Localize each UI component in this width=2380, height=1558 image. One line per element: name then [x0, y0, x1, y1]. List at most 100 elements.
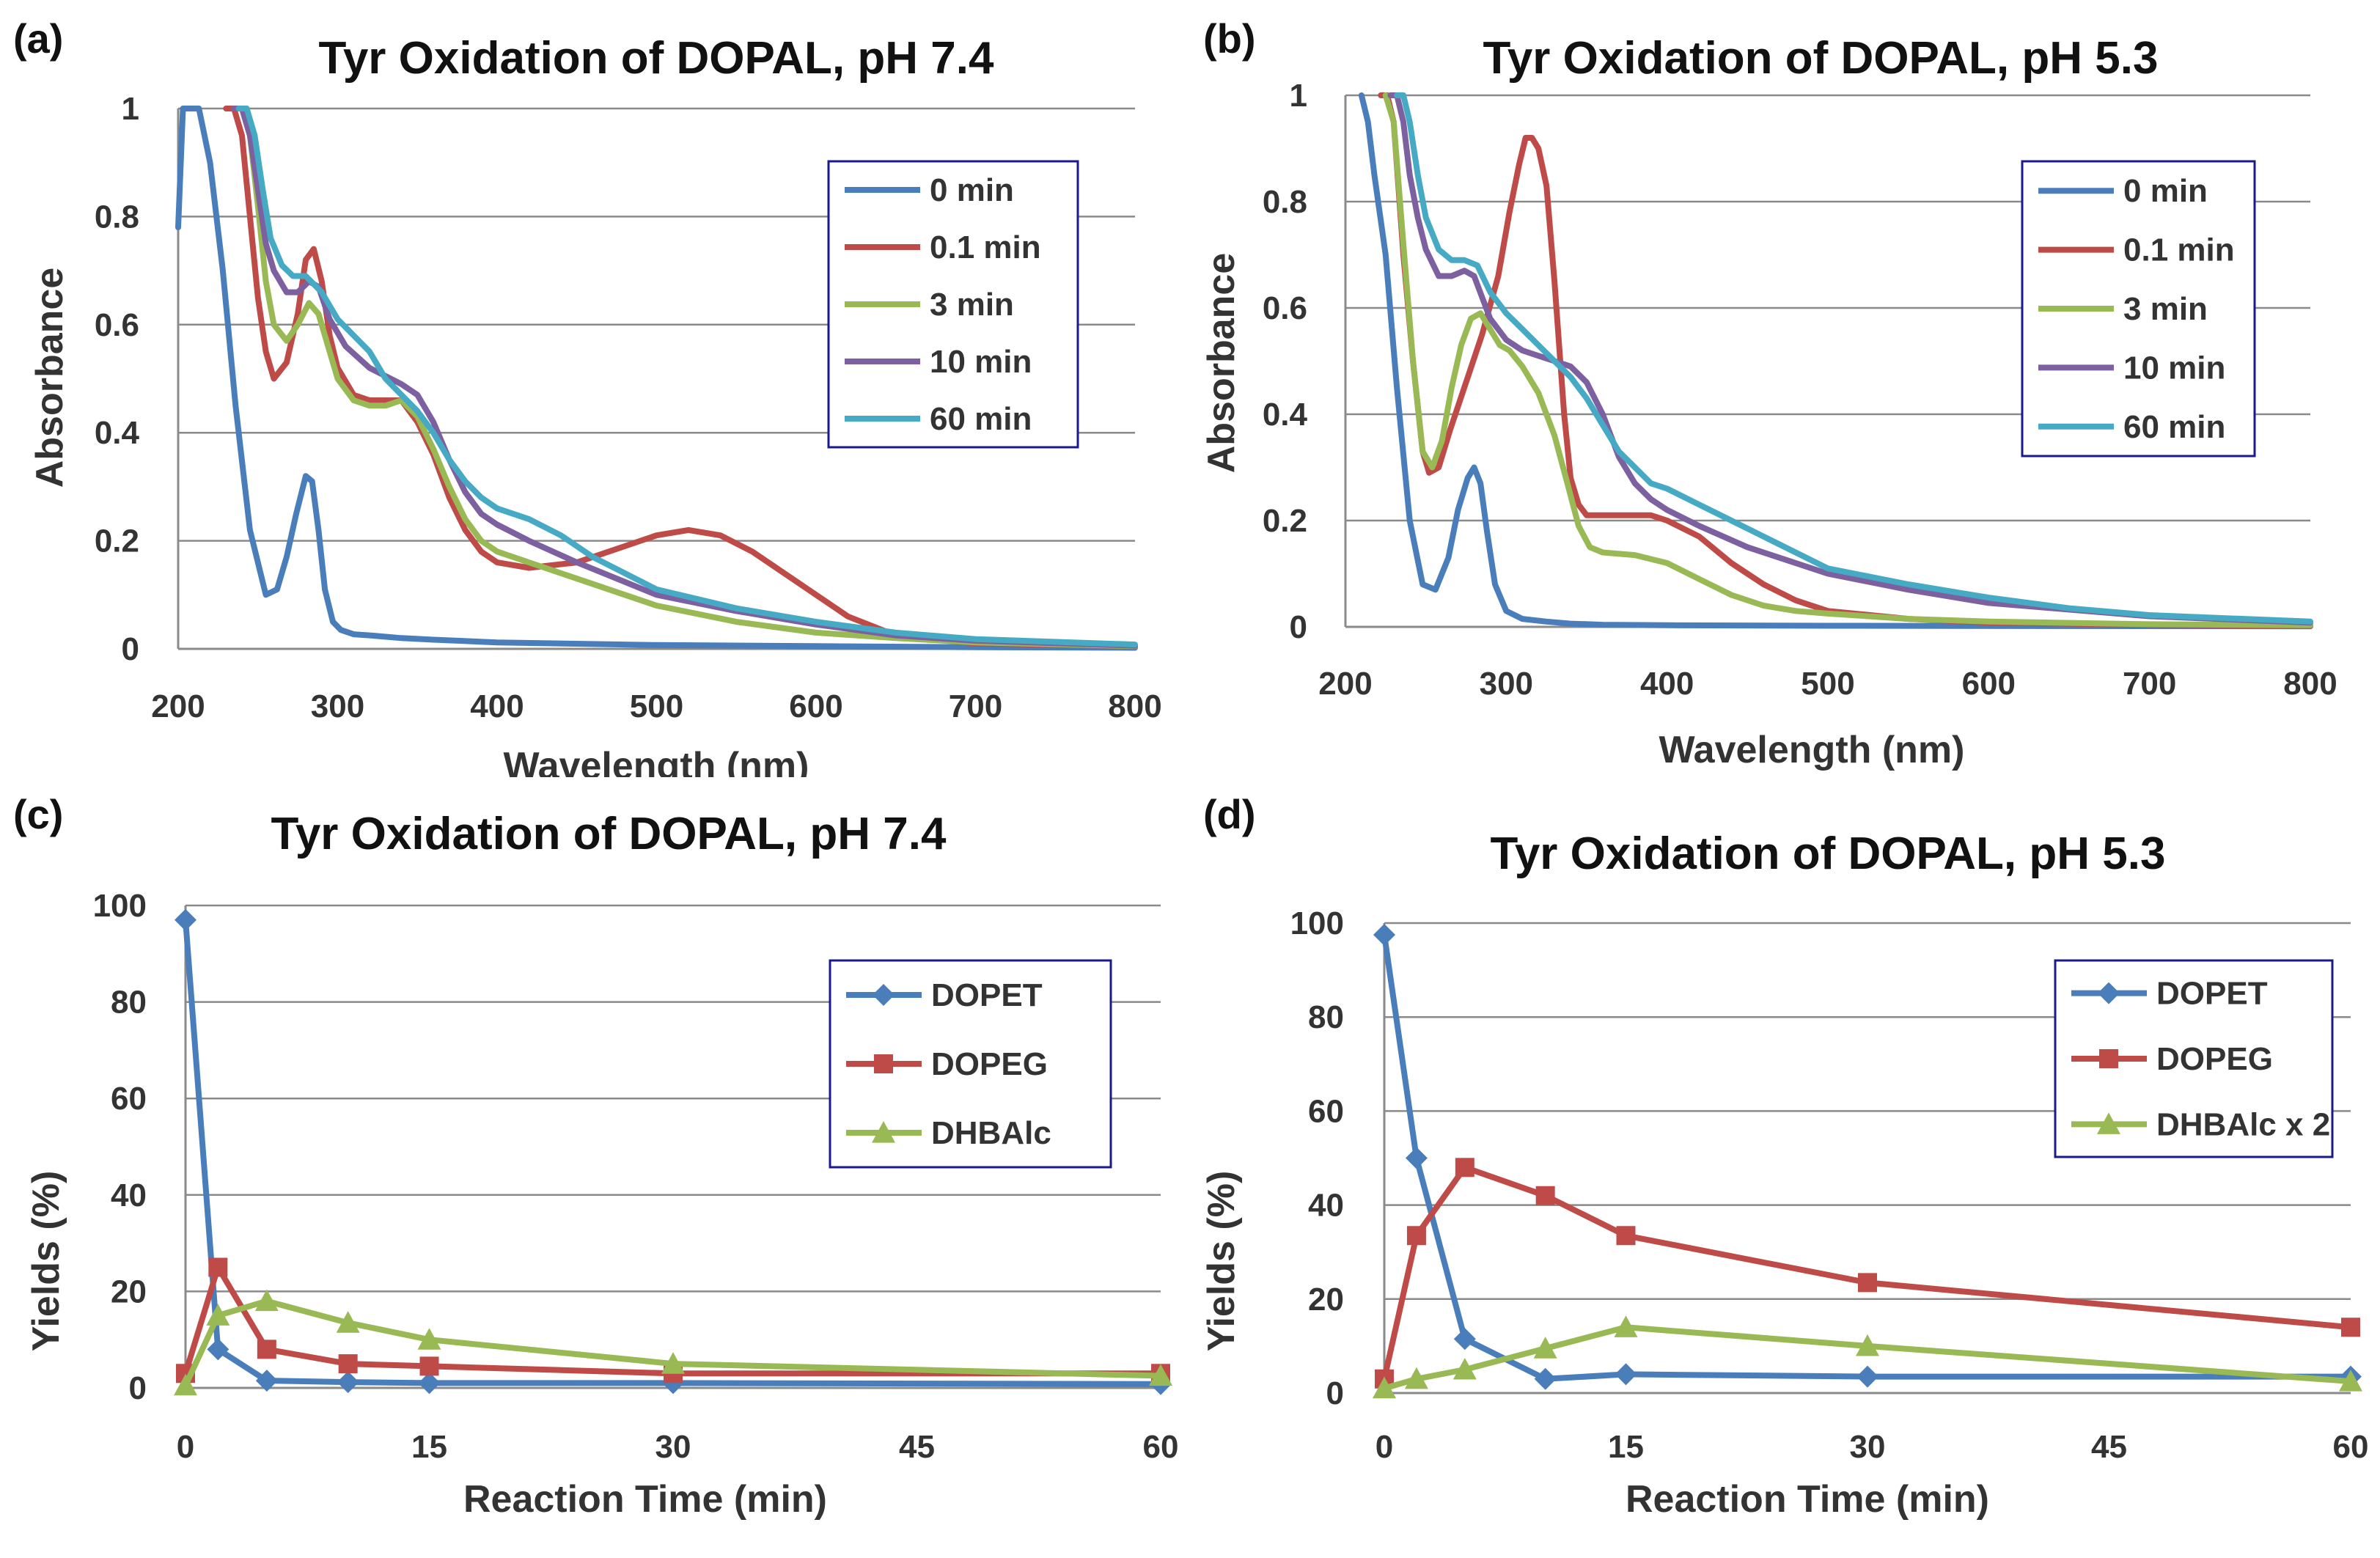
x-tick-label: 600: [789, 688, 842, 724]
y-tick-label: 60: [1308, 1093, 1344, 1129]
y-tick-label: 0: [122, 631, 139, 667]
panel-letter-b: (b): [1203, 15, 1256, 62]
chart-a-svg: (a) Tyr Oxidation of DOPAL, pH 7.4 200 30…: [13, 15, 1162, 787]
legend-label: DHBAlc: [931, 1115, 1051, 1151]
legend-label: 10 min: [930, 344, 1032, 380]
x-axis-label-a: Wavelength (nm): [504, 745, 809, 777]
panel-a: (a) Tyr Oxidation of DOPAL, pH 7.4 200 30…: [0, 0, 1190, 787]
legend-label: DOPET: [931, 977, 1043, 1013]
legend-marker: [873, 984, 895, 1006]
x-tick-label: 300: [311, 688, 364, 724]
data-point: [1453, 1328, 1476, 1351]
data-point: [175, 908, 197, 931]
x-tick-label: 60: [1143, 1429, 1179, 1465]
data-point: [255, 1370, 278, 1392]
y-tick-label: 40: [111, 1177, 147, 1213]
data-point: [661, 1352, 685, 1374]
x-tick-label: 15: [1608, 1429, 1644, 1465]
x-tick-label: 200: [1318, 666, 1372, 702]
data-point: [257, 1340, 276, 1359]
data-point: [419, 1356, 439, 1376]
y-tick-label: 0.4: [95, 415, 140, 451]
data-point: [1406, 1226, 1426, 1246]
panel-letter-a: (a): [13, 15, 63, 62]
data-point: [336, 1311, 360, 1333]
legend-label: 3 min: [930, 287, 1014, 323]
chart-title-c: Tyr Oxidation of DOPAL, pH 7.4: [271, 809, 947, 859]
x-tick-label: 400: [1640, 666, 1694, 702]
legend-label: 3 min: [2123, 291, 2208, 327]
legend-label: 0.1 min: [2123, 232, 2235, 268]
y-axis-label-a: Absorbance: [29, 268, 71, 488]
y-tick-label: 1: [122, 91, 139, 127]
data-point: [1535, 1186, 1555, 1205]
x-tick-label: 500: [630, 688, 683, 724]
data-point: [2341, 1318, 2360, 1337]
y-tick-label: 80: [1308, 999, 1344, 1035]
legend-label: 0 min: [2123, 173, 2208, 209]
data-point: [1452, 1357, 1477, 1380]
y-tick-label: 80: [111, 985, 147, 1021]
y-tick-label: 100: [1290, 905, 1344, 941]
legend-label: 0.1 min: [930, 229, 1041, 265]
y-axis-label-d: Yields (%): [1200, 1171, 1243, 1352]
y-tick-label: 100: [93, 888, 147, 924]
x-tick-labels-b: 200 300 400 500 600 700 800: [1318, 666, 2337, 702]
y-tick-label: 0: [1290, 609, 1307, 645]
y-tick-labels-a: 0 0.2 0.4 0.6 0.8 1: [95, 91, 140, 667]
data-point: [208, 1257, 228, 1277]
x-tick-label: 60: [2333, 1429, 2369, 1465]
series-group-a: [175, 106, 1138, 651]
data-point: [1533, 1337, 1557, 1359]
y-tick-label: 0.6: [1263, 290, 1307, 326]
x-tick-label: 0: [177, 1429, 194, 1465]
data-point: [417, 1328, 441, 1350]
chart-title-a: Tyr Oxidation of DOPAL, pH 7.4: [319, 33, 994, 84]
series-group-b: [1358, 92, 2313, 630]
x-tick-label: 45: [2091, 1429, 2127, 1465]
x-tick-label: 300: [1480, 666, 1533, 702]
chart-title-b: Tyr Oxidation of DOPAL, pH 5.3: [1483, 33, 2159, 84]
chart-b-svg: (b) Tyr Oxidation of DOPAL, pH 5.3 200 30…: [1200, 15, 2337, 771]
y-tick-label: 0.8: [95, 199, 139, 235]
legend-label: DOPEG: [2156, 1041, 2273, 1077]
x-axis-label-d: Reaction Time (min): [1626, 1478, 1989, 1521]
data-point: [1614, 1315, 1638, 1337]
series-line-0-1-min: [1378, 92, 2313, 629]
x-tick-label: 45: [899, 1429, 935, 1465]
legend-a: 0 min 0.1 min 3 min 10 min 60 min: [827, 160, 1079, 449]
legend-label: DOPET: [2156, 976, 2268, 1012]
data-point: [207, 1338, 229, 1361]
y-axis-label-b: Absorbance: [1200, 253, 1243, 474]
y-tick-label: 60: [111, 1081, 147, 1117]
y-axis-label-c: Yields (%): [25, 1171, 67, 1352]
series-line-3-min: [1382, 92, 2313, 628]
chart-d-svg: (d) Tyr Oxidation of DOPAL, pH 5.3 0 15 30…: [1200, 791, 2369, 1521]
legend-label: DHBAlc x 2: [2156, 1106, 2330, 1142]
x-tick-label: 30: [1850, 1429, 1886, 1465]
data-point: [206, 1304, 230, 1326]
x-tick-label: 0: [1376, 1429, 1393, 1465]
series-line-60-min: [1394, 92, 2313, 625]
y-tick-label: 40: [1308, 1188, 1344, 1224]
data-point: [662, 1372, 684, 1395]
series-group-c: [174, 908, 1172, 1396]
y-tick-label: 0: [1326, 1375, 1344, 1411]
data-point: [338, 1354, 358, 1374]
y-tick-labels-c: 0 20 40 60 80 100: [93, 888, 147, 1406]
data-point: [1858, 1273, 1877, 1293]
legend-label: 0 min: [930, 172, 1014, 208]
series-line-0-min: [1358, 92, 2313, 630]
series-line-10-min: [231, 106, 1138, 649]
legend-marker: [2097, 1112, 2120, 1134]
x-tick-labels-c: 0 15 30 45 60: [177, 1429, 1179, 1465]
data-point: [1616, 1226, 1636, 1246]
y-tick-label: 0.6: [95, 307, 139, 343]
data-point: [1856, 1365, 1878, 1388]
series-group-d: [1373, 924, 2362, 1399]
x-tick-labels-a: 200 300 400 500 600 700 800: [151, 688, 1161, 724]
data-point: [1534, 1367, 1557, 1390]
y-tick-labels-b: 0 0.2 0.4 0.6 0.8 1: [1263, 78, 1308, 645]
data-point: [1149, 1364, 1172, 1386]
legend-label: 10 min: [2123, 350, 2225, 386]
